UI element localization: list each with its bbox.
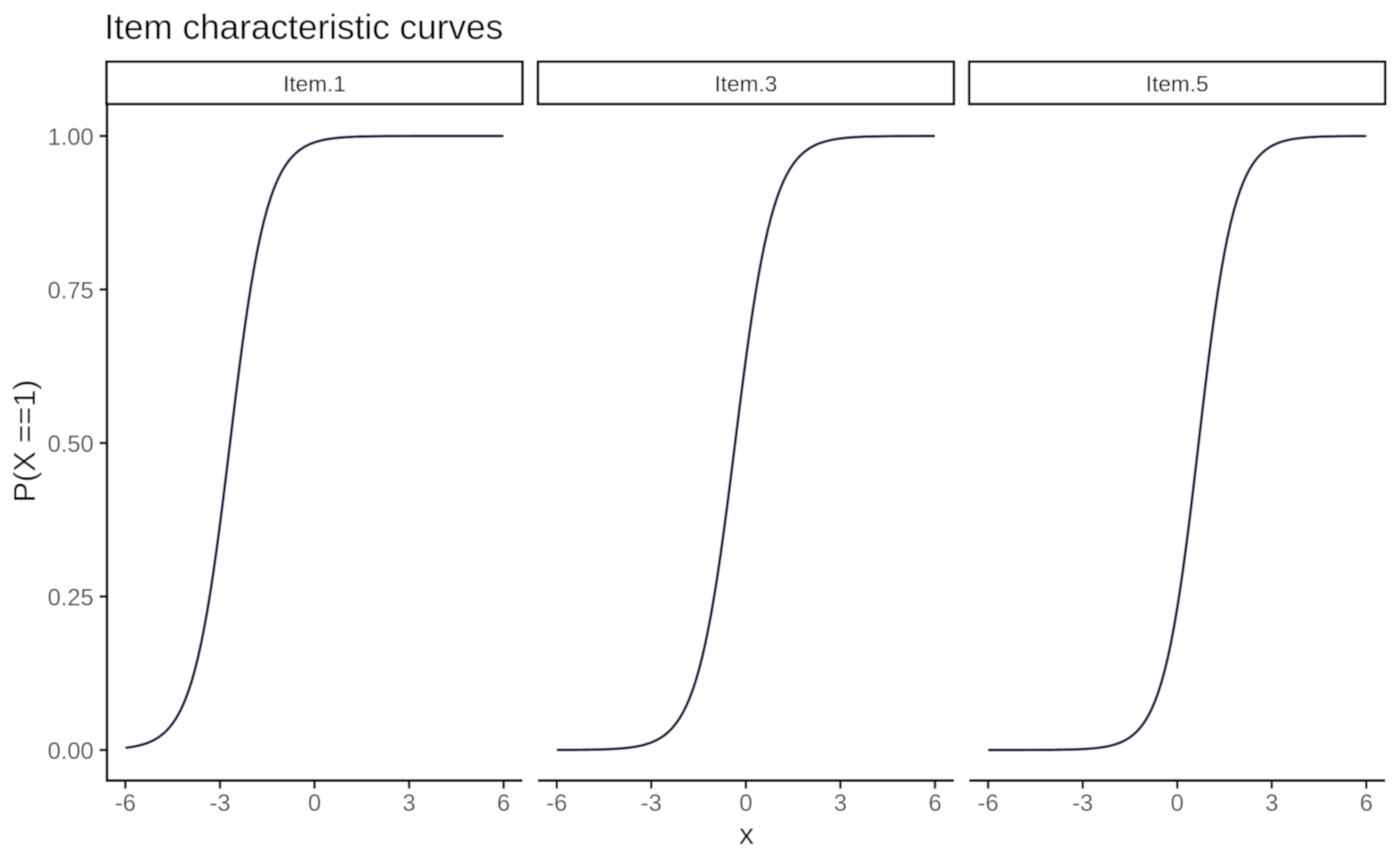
svg-text:3: 3 [1265,791,1278,817]
svg-text:0: 0 [308,791,321,817]
svg-text:-6: -6 [978,791,999,817]
svg-text:0.75: 0.75 [48,278,94,304]
svg-text:0: 0 [739,791,752,817]
svg-text:0.25: 0.25 [48,585,94,611]
svg-text:-3: -3 [210,791,231,817]
svg-text:0.50: 0.50 [48,432,94,458]
svg-text:0.00: 0.00 [48,739,94,765]
svg-text:6: 6 [1360,791,1373,817]
svg-text:-6: -6 [546,791,567,817]
svg-text:-6: -6 [115,791,136,817]
svg-text:-3: -3 [1072,791,1093,817]
svg-text:-3: -3 [641,791,662,817]
svg-text:x: x [739,818,754,851]
svg-text:Item.1: Item.1 [283,72,346,97]
svg-text:3: 3 [834,791,847,817]
svg-text:6: 6 [497,791,510,817]
svg-text:Item.3: Item.3 [715,72,778,97]
svg-text:Item characteristic curves: Item characteristic curves [104,8,503,47]
svg-text:Item.5: Item.5 [1146,72,1209,97]
svg-text:3: 3 [403,791,416,817]
svg-text:P(X ==1): P(X ==1) [7,380,42,503]
svg-text:1.00: 1.00 [48,125,94,151]
svg-text:6: 6 [928,791,941,817]
svg-text:0: 0 [1171,791,1184,817]
